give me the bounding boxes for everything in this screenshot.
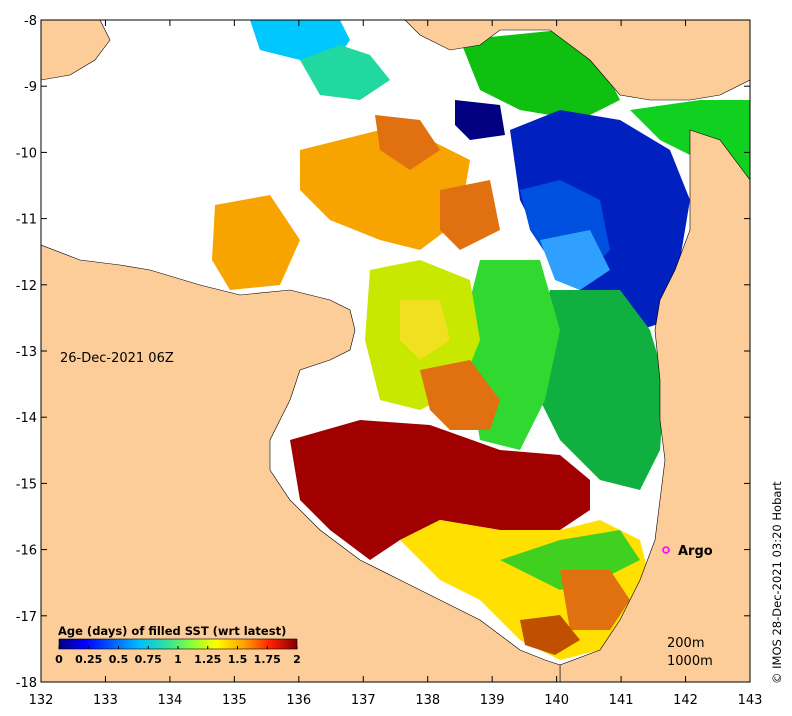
x-tick-label: 138 — [415, 693, 440, 708]
x-tick-label: 141 — [609, 693, 634, 708]
sst-region — [455, 100, 505, 140]
y-axis-ticks: -8 -9 -10 -11 -12 -13 -14 -15 -16 -17 -18 — [16, 14, 750, 691]
colorbar-tick-label: 1 — [174, 653, 182, 666]
sst-region — [540, 230, 610, 290]
land — [41, 20, 750, 682]
x-tick-label: 134 — [157, 693, 182, 708]
land-arnhem-land — [41, 244, 561, 682]
x-tick-label: 133 — [93, 693, 118, 708]
x-tick-label: 132 — [29, 693, 54, 708]
x-tick-label: 136 — [286, 693, 311, 708]
x-tick-label: 142 — [673, 693, 698, 708]
date-label: 26-Dec-2021 06Z — [60, 351, 174, 366]
sst-region — [440, 180, 500, 250]
x-axis-ticks: 132 133 134 135 136 137 138 139 140 141 142 143 — [29, 20, 763, 708]
contour-legend-1000m: 1000m — [667, 654, 713, 669]
y-tick-label: -11 — [16, 213, 37, 228]
y-tick-label: -14 — [16, 411, 37, 426]
y-tick-label: -12 — [16, 279, 37, 294]
y-tick-label: -16 — [16, 544, 37, 559]
y-tick-label: -9 — [24, 80, 37, 95]
contour-legend-200m: 200m — [667, 636, 704, 651]
colorbar-tick-label: 1.5 — [228, 653, 248, 666]
colorbar-title: Age (days) of filled SST (wrt latest) — [58, 624, 286, 638]
land-cape-york — [559, 129, 750, 682]
x-tick-label: 139 — [480, 693, 505, 708]
sst-region — [530, 290, 665, 490]
sst-region — [212, 195, 300, 290]
x-tick-label: 143 — [738, 693, 763, 708]
colorbar-tick-label: 0.75 — [135, 653, 162, 666]
y-tick-label: -8 — [24, 14, 37, 29]
y-tick-label: -18 — [16, 676, 37, 691]
x-tick-label: 137 — [351, 693, 376, 708]
colorbar-tick-label: 2 — [293, 653, 301, 666]
credit-text: © IMOS 28-Dec-2021 03:20 Hobart — [770, 481, 784, 684]
colorbar-tick-label: 1.25 — [194, 653, 221, 666]
sst-region — [375, 115, 440, 170]
land-new-guinea — [404, 20, 750, 101]
land-tiwi — [41, 20, 111, 81]
y-tick-label: -10 — [16, 146, 37, 161]
argo-marker-icon — [662, 546, 670, 554]
y-tick-label: -15 — [16, 477, 37, 492]
sst-region — [300, 45, 390, 100]
sst-region — [290, 420, 590, 560]
x-tick-label: 140 — [544, 693, 569, 708]
colorbar-ticks: 0 0.25 0.5 0.75 1 1.25 1.5 1.75 2 — [55, 646, 301, 666]
y-tick-label: -17 — [16, 610, 37, 625]
x-tick-label: 135 — [222, 693, 247, 708]
colorbar-tick-label: 1.75 — [254, 653, 281, 666]
y-tick-label: -13 — [16, 345, 37, 360]
sst-region — [300, 130, 470, 250]
plot-area — [41, 20, 750, 682]
colorbar-tick-label: 0.5 — [109, 653, 129, 666]
sst-region — [520, 615, 580, 655]
argo-label: Argo — [678, 544, 713, 559]
colorbar-tick-label: 0.25 — [75, 653, 102, 666]
colorbar-tick-label: 0 — [55, 653, 63, 666]
sst-region — [560, 570, 630, 630]
sst-region — [400, 300, 450, 360]
sst-region — [420, 360, 500, 430]
